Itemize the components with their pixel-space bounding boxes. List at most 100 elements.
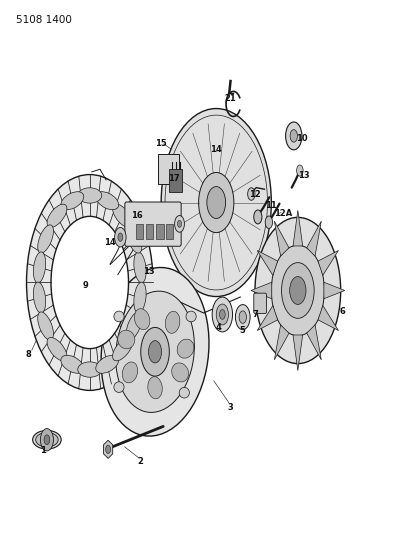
Ellipse shape	[297, 165, 303, 176]
Ellipse shape	[162, 227, 173, 245]
Ellipse shape	[199, 173, 234, 232]
Ellipse shape	[216, 304, 228, 325]
Ellipse shape	[38, 225, 53, 253]
Text: 21: 21	[225, 94, 236, 103]
Ellipse shape	[40, 429, 53, 451]
Ellipse shape	[38, 312, 53, 340]
Text: 14: 14	[211, 145, 222, 154]
Ellipse shape	[33, 431, 61, 449]
Text: 1: 1	[40, 446, 46, 455]
Ellipse shape	[141, 327, 169, 376]
Ellipse shape	[116, 291, 194, 413]
FancyBboxPatch shape	[166, 224, 173, 239]
Text: 12: 12	[249, 190, 261, 199]
Ellipse shape	[175, 215, 184, 232]
Text: 3: 3	[228, 403, 233, 412]
Text: 16: 16	[131, 212, 142, 220]
Text: 2: 2	[138, 457, 144, 465]
Ellipse shape	[118, 330, 135, 349]
Ellipse shape	[271, 245, 324, 336]
Ellipse shape	[51, 216, 129, 349]
Ellipse shape	[114, 311, 124, 322]
Text: 7: 7	[252, 310, 258, 319]
Text: 6: 6	[340, 308, 346, 316]
Polygon shape	[104, 440, 113, 458]
Ellipse shape	[248, 188, 255, 200]
Ellipse shape	[101, 268, 209, 436]
Ellipse shape	[113, 337, 133, 361]
Polygon shape	[293, 211, 303, 246]
Ellipse shape	[161, 109, 271, 296]
FancyBboxPatch shape	[158, 155, 179, 184]
Polygon shape	[257, 305, 278, 330]
Ellipse shape	[36, 433, 58, 447]
Ellipse shape	[27, 175, 153, 390]
Ellipse shape	[220, 310, 225, 319]
FancyBboxPatch shape	[136, 224, 143, 239]
Ellipse shape	[290, 130, 297, 142]
Polygon shape	[251, 282, 272, 298]
Text: 15: 15	[155, 140, 167, 148]
Ellipse shape	[212, 297, 233, 332]
Ellipse shape	[148, 377, 162, 399]
Text: 9: 9	[83, 281, 89, 289]
Ellipse shape	[126, 225, 142, 253]
Text: 5108 1400: 5108 1400	[16, 15, 72, 25]
Ellipse shape	[96, 192, 119, 209]
Text: 8: 8	[26, 350, 31, 359]
Polygon shape	[257, 251, 278, 276]
Text: 13: 13	[298, 172, 310, 180]
Ellipse shape	[44, 435, 50, 445]
Ellipse shape	[165, 311, 180, 333]
Ellipse shape	[186, 311, 196, 322]
Text: 17: 17	[168, 174, 179, 183]
Text: 13: 13	[143, 268, 155, 276]
Ellipse shape	[78, 362, 102, 377]
Text: 5: 5	[240, 326, 246, 335]
FancyBboxPatch shape	[254, 293, 266, 313]
Text: 10: 10	[296, 134, 308, 143]
FancyBboxPatch shape	[125, 202, 181, 246]
Ellipse shape	[149, 341, 162, 363]
Ellipse shape	[126, 312, 142, 340]
Text: 11: 11	[266, 201, 277, 209]
Ellipse shape	[33, 282, 46, 313]
Ellipse shape	[61, 192, 84, 209]
Ellipse shape	[78, 188, 102, 203]
Polygon shape	[307, 325, 322, 360]
Text: 12A: 12A	[275, 209, 293, 217]
Ellipse shape	[134, 282, 146, 313]
Polygon shape	[318, 251, 339, 276]
FancyBboxPatch shape	[156, 224, 164, 239]
Ellipse shape	[118, 233, 123, 241]
Ellipse shape	[134, 252, 146, 283]
Ellipse shape	[235, 304, 250, 330]
Polygon shape	[307, 221, 322, 256]
Ellipse shape	[179, 387, 189, 398]
Polygon shape	[293, 335, 303, 370]
Ellipse shape	[47, 204, 67, 228]
Ellipse shape	[254, 210, 262, 224]
FancyBboxPatch shape	[146, 224, 153, 239]
Text: 4: 4	[215, 324, 221, 332]
Ellipse shape	[290, 277, 306, 304]
Ellipse shape	[177, 339, 194, 358]
Polygon shape	[318, 305, 339, 330]
Polygon shape	[274, 325, 289, 360]
Ellipse shape	[47, 337, 67, 361]
Ellipse shape	[134, 309, 150, 329]
Text: 14: 14	[104, 238, 116, 247]
Ellipse shape	[255, 217, 341, 364]
Polygon shape	[274, 221, 289, 256]
Ellipse shape	[239, 311, 246, 324]
Polygon shape	[324, 282, 345, 298]
Ellipse shape	[172, 363, 188, 382]
Ellipse shape	[177, 220, 182, 228]
Ellipse shape	[61, 356, 84, 373]
Ellipse shape	[286, 122, 302, 150]
Ellipse shape	[113, 204, 133, 228]
Ellipse shape	[115, 228, 126, 247]
Ellipse shape	[282, 263, 314, 318]
Ellipse shape	[114, 382, 124, 392]
Ellipse shape	[122, 362, 138, 383]
